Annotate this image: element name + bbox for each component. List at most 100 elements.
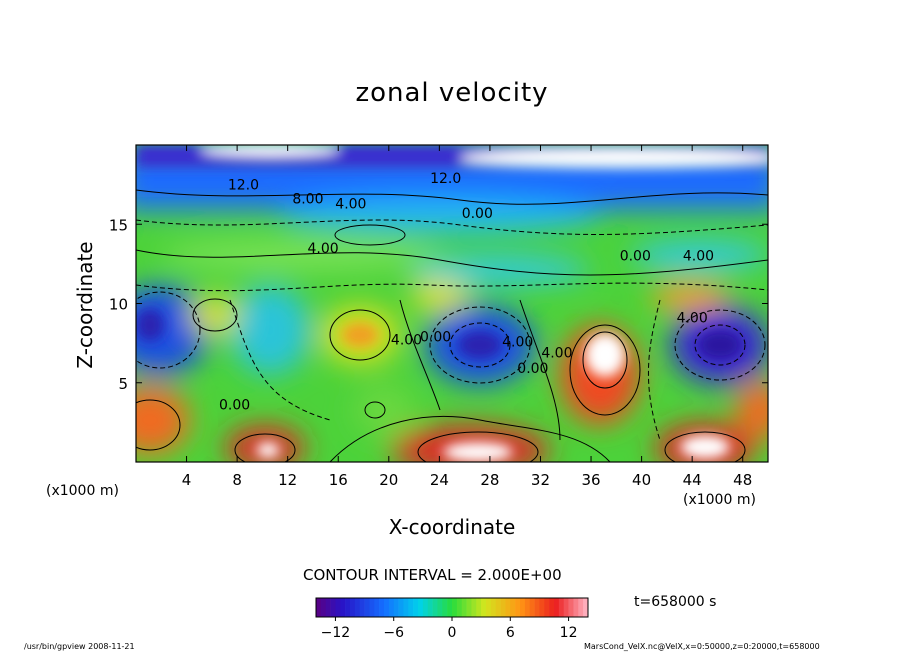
contour-label: 8.00 xyxy=(292,192,323,208)
colorbar-cell xyxy=(398,598,404,617)
colorbar-cell xyxy=(340,598,346,617)
colorbar-cell xyxy=(554,598,560,617)
colorbar-cell xyxy=(320,598,327,617)
x-axis-unit: (x1000 m) xyxy=(683,492,756,508)
z-axis: 5 10 15 xyxy=(109,216,768,393)
colorbar-cell xyxy=(437,598,443,617)
colorbar-cell xyxy=(374,598,380,617)
colorbar-cell xyxy=(350,598,356,617)
contour-label: 12.0 xyxy=(430,171,461,187)
contour-label: 0.00 xyxy=(219,398,250,414)
colorbar-cell xyxy=(442,598,448,617)
x-tick-label: 32 xyxy=(531,471,550,489)
colorbar-cell xyxy=(369,598,375,617)
contour-label: 4.00 xyxy=(307,241,338,257)
contour-label: 0.00 xyxy=(420,330,451,346)
z-axis-unit: (x1000 m) xyxy=(46,483,119,499)
velocity-field xyxy=(136,145,768,462)
colorbar-cell xyxy=(408,598,414,617)
colorbar-cell xyxy=(500,598,506,617)
colorbar-cell xyxy=(452,598,458,617)
x-tick-label: 28 xyxy=(480,471,499,489)
colorbar-cell xyxy=(456,598,463,617)
colorbar-cell xyxy=(568,598,574,617)
colorbar-cell xyxy=(573,598,579,617)
colorbar-cell xyxy=(359,598,365,617)
colorbar-cell xyxy=(418,598,424,617)
colorbar-cell xyxy=(529,598,535,617)
colorbar-cell xyxy=(413,598,419,617)
contour-label: 4.00 xyxy=(541,345,572,361)
colorbar-cell xyxy=(466,598,472,617)
colorbar-cell xyxy=(495,598,501,617)
x-tick-label: 44 xyxy=(683,471,702,489)
x-tick-label: 8 xyxy=(232,471,242,489)
x-tick-label: 48 xyxy=(733,471,752,489)
colorbar-cell xyxy=(432,598,438,617)
colorbar-cell xyxy=(427,598,433,617)
footer-right: MarsCond_VelX.nc@VelX,x=0:50000,z=0:2000… xyxy=(584,642,820,651)
x-axis: 4 8 12 16 20 24 28 32 36 40 44 48 xyxy=(182,145,752,489)
footer-left: /usr/bin/gpview 2008-11-21 xyxy=(24,642,135,651)
colorbar-cell xyxy=(578,598,584,617)
colorbar-cell xyxy=(486,598,492,617)
colorbar-cell xyxy=(534,598,540,617)
colorbar-cell xyxy=(330,598,336,617)
contour-label: 4.00 xyxy=(502,334,533,350)
colorbar-cell xyxy=(515,598,521,617)
contour-label: 12.0 xyxy=(228,177,259,193)
colorbar-tick-label: 0 xyxy=(448,625,457,641)
colorbar-cell xyxy=(384,598,390,617)
contour-label: 4.00 xyxy=(335,196,366,212)
colorbar-cell xyxy=(583,598,589,617)
contour-label: 0.00 xyxy=(620,249,651,265)
colorbar-cell xyxy=(505,598,511,617)
chart-title: zonal velocity xyxy=(355,78,549,108)
colorbar-cell xyxy=(345,598,351,617)
contour-label: 0.00 xyxy=(517,361,548,377)
colorbar-cell xyxy=(422,598,429,617)
colorbar-cell xyxy=(558,598,565,617)
x-axis-label: X-coordinate xyxy=(0,515,904,539)
x-tick-label: 36 xyxy=(581,471,600,489)
contour-label: 0.00 xyxy=(462,206,493,222)
colorbar-cell xyxy=(524,598,531,617)
z-tick-label: 5 xyxy=(118,375,128,393)
colorbar-cell xyxy=(544,598,550,617)
contour-label: 4.00 xyxy=(683,249,714,265)
colorbar-cell xyxy=(316,598,322,617)
colorbar-tick-label: −6 xyxy=(383,625,404,641)
x-tick-label: 12 xyxy=(278,471,297,489)
colorbar-cell xyxy=(393,598,399,617)
colorbar-cell xyxy=(520,598,526,617)
colorbar-cell xyxy=(510,598,516,617)
y-axis-label: Z-coordinate xyxy=(73,241,97,369)
colorbar-cell xyxy=(364,598,370,617)
colorbar-cell xyxy=(481,598,487,617)
colorbar-cell xyxy=(379,598,385,617)
colorbar-cell xyxy=(563,598,569,617)
colorbar-cell xyxy=(461,598,467,617)
z-tick-label: 10 xyxy=(109,296,128,314)
x-tick-label: 40 xyxy=(632,471,651,489)
x-tick-label: 16 xyxy=(329,471,348,489)
colorbar-cell xyxy=(471,598,477,617)
x-tick-label: 24 xyxy=(430,471,449,489)
colorbar: −12 −6 0 6 12 xyxy=(315,597,589,641)
time-stamp: t=658000 s xyxy=(634,594,717,610)
contour-lines xyxy=(136,189,768,462)
colorbar-cell xyxy=(539,598,545,617)
colorbar-tick-label: 12 xyxy=(560,625,578,641)
contour-interval: CONTOUR INTERVAL = 2.000E+00 xyxy=(303,566,562,584)
colorbar-cell xyxy=(447,598,453,617)
contour-label: 4.00 xyxy=(391,333,422,349)
x-tick-label: 4 xyxy=(182,471,192,489)
colorbar-cell xyxy=(354,598,361,617)
colorbar-cell xyxy=(335,598,341,617)
colorbar-cell xyxy=(476,598,482,617)
colorbar-cell xyxy=(388,598,395,617)
colorbar-cell xyxy=(490,598,497,617)
contour-label: 4.00 xyxy=(677,311,708,327)
